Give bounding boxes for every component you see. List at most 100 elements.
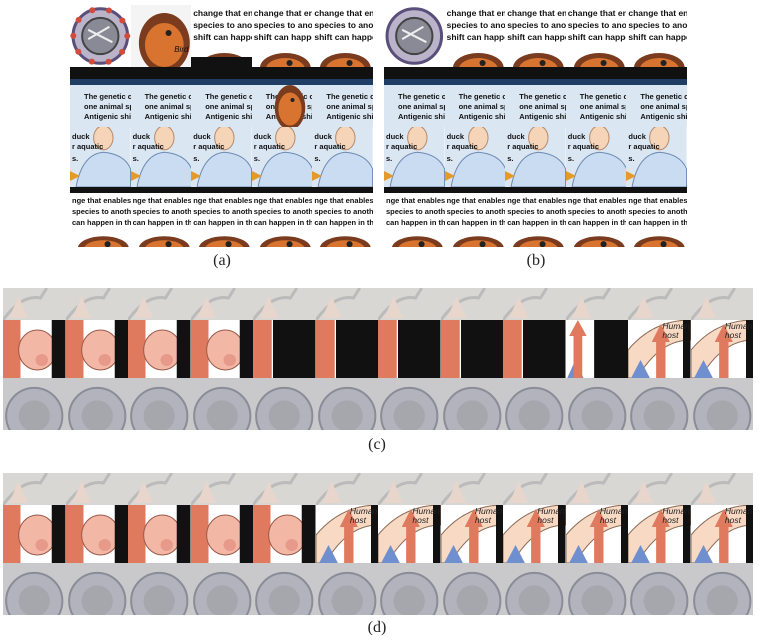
slide-tile-genetic: The genetic chanone animal speciesAntige… [70,79,131,127]
slide-text-line: nge that enables a [193,196,252,205]
bird-head-icon [573,236,625,247]
header-graphic [565,473,611,505]
bird-head-icon [274,85,306,127]
slide-tile-person: duck r aquatic s. [444,127,506,187]
slide-text-line: duck [314,132,332,141]
header-graphic [378,473,424,505]
slide-text-line: species to another, in [72,207,131,216]
slide-text-line: The genetic chan [458,92,506,101]
slide-text-line: nge that enables a [628,196,687,205]
header-graphic [65,288,111,320]
bird-head-icon [320,53,372,67]
header-graphic [503,288,549,320]
slide-text-line: species to another, in [193,207,252,216]
caption-b: (b) [526,252,546,269]
human-host-label: Human host [412,506,440,525]
strip-frame [3,320,66,378]
black-band [626,67,687,79]
slide-text-line: can happen in three [132,218,192,227]
slide-text-line: r aquatic [446,142,478,151]
header-bar [505,79,566,85]
slide-text-line: species to another, [253,20,313,30]
header-graphic [65,473,111,505]
human-host-label: Human host [724,321,753,340]
header-bar [444,79,506,85]
panel-a: The genetic chanone animal speciesAntige… [70,5,373,247]
black-band [565,187,627,193]
header-graphic [565,288,611,320]
slide-tile-bottom: nge that enables a species to another, in… [251,193,313,247]
slide-tile-bottom: nge that enables a species to another, in… [130,193,192,247]
black-band [130,67,192,79]
pig-icon [128,505,191,563]
slide-text-line: shift can happen in [193,32,252,42]
header-bar [565,79,627,85]
slide-text-line: change that enable [567,8,627,18]
slide-tile-top: change that enable species to another, shi… [626,5,687,67]
header-bar [312,79,373,85]
slide-text-line: Antigenic shift c [205,112,252,121]
slide-tile-genetic: The genetic chanone animal speciesAntige… [565,79,627,127]
slide-text-line: duck [72,132,90,141]
slide-text-line: r aquatic [72,142,104,151]
header-graphic [128,288,174,320]
header-graphic [690,288,736,320]
slide-text-line: can happen in three [628,218,687,227]
slide-text-line: Antigenic shift c [144,112,192,121]
slide-tile-bottom: nge that enables a species to another, in… [191,193,252,247]
slide-text-line: The genetic chan [579,92,627,101]
header-bar [130,79,192,85]
slide-text-line: shift can happen in [567,32,627,42]
slide-text-line: The genetic chan [144,92,192,101]
strip-frame [65,320,128,378]
slide-text-line: species to another, [446,20,506,30]
slide-text-line: duck [132,132,151,141]
slide-text-line: species to another, in [253,207,313,216]
black-band [505,187,566,193]
slide-text-line: species to another, [314,20,373,30]
pig-icon [253,505,316,563]
virus-icon [442,386,501,430]
virus-icon [255,571,314,615]
virus-icon [442,571,501,615]
slide-tile-person: duck r aquatic s. [384,127,445,187]
slide-text-line: one animal species [144,102,192,111]
slide-text-line: one animal species [640,102,687,111]
slide-text-line: nge that enables a [386,196,445,205]
strip-frame [128,320,191,378]
slide-tile-person: duck r aquatic s. [130,127,192,187]
slide-text-line: can happen in three [193,218,252,227]
arrow-icon [503,505,566,563]
strip-footer [3,563,753,615]
person-icon [626,127,687,187]
header-graphic [315,288,361,320]
slide-text-line: one animal species [579,102,627,111]
black-band [384,67,445,79]
slide-text-line: duck [386,132,404,141]
slide-tile-top: change that enable species to another, shi… [191,5,252,67]
strip-frame [378,320,441,378]
header-bar [70,79,131,85]
human-host-label: Human host [662,321,690,340]
slide-text-line: species to another, in [567,207,627,216]
strip-frame: Human host [503,505,566,563]
slide-text-line: can happen in three [72,218,131,227]
slide-text-line: one animal species [326,102,373,111]
person-icon [312,127,373,187]
strip-frame [190,505,253,563]
pig-icon [3,505,66,563]
virus-icon [567,386,626,430]
virus-icon [130,571,189,615]
slide-text-line: s. [446,154,453,163]
header-graphic [378,288,424,320]
slide-text-line: nge that enables a [507,196,566,205]
bird-head-icon [452,53,504,67]
slide-text-line: species to another, in [507,207,566,216]
header-graphic [190,473,236,505]
panel-c: Human host Human host [3,288,753,430]
arrow-icon [628,505,691,563]
slide-text-line: duck [567,132,586,141]
arrow-icon [690,505,753,563]
slide-text-line: can happen in three [386,218,445,227]
slide-text-line: can happen in three [446,218,506,227]
